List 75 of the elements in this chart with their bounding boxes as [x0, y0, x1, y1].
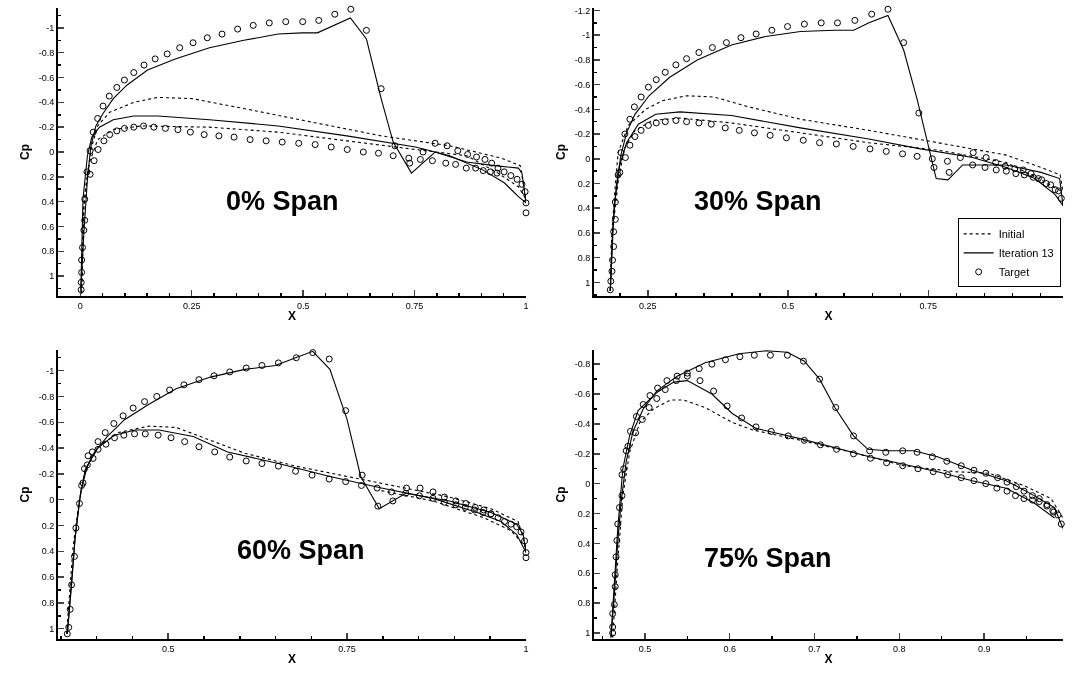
y-tick-label: 0	[585, 153, 591, 164]
y-tick-label: -0.2	[38, 469, 55, 480]
y-tick-label: -0.8	[38, 391, 55, 402]
y-tick-label: 1	[585, 628, 591, 639]
x-axis-title: X	[824, 652, 833, 667]
x-axis-title: X	[287, 652, 297, 667]
y-tick-label: 0.6	[577, 568, 591, 579]
x-tick-label: 0.5	[161, 643, 175, 654]
x-tick-label: 1	[523, 300, 529, 311]
y-tick-label: 0.2	[41, 520, 55, 531]
y-tick-label: -1.2	[574, 5, 591, 16]
x-axis-title: X	[824, 309, 833, 324]
x-tick-label: 0.5	[296, 300, 310, 311]
x-axis-title: X	[287, 309, 297, 324]
y-axis-title: Cp	[554, 144, 569, 160]
x-tick-label: 0.8	[893, 643, 906, 654]
annotation: 0% Span	[226, 186, 339, 216]
y-tick-label: -0.6	[38, 72, 55, 83]
x-tick-label: 0.75	[338, 643, 356, 654]
annotation: 60% Span	[237, 535, 365, 565]
legend-label: Iteration 13	[998, 247, 1054, 260]
y-tick-label: 0.2	[577, 508, 591, 519]
y-tick-label: 1	[49, 271, 55, 282]
y-tick-label: -0.8	[38, 47, 55, 58]
y-tick-label: 0.4	[41, 546, 55, 557]
y-tick-label: -0.4	[574, 104, 591, 115]
y-tick-label: 0.6	[41, 221, 55, 232]
y-tick-label: 0.2	[577, 178, 591, 189]
y-tick-label: 0.8	[577, 598, 591, 609]
y-tick-label: 0.8	[577, 252, 591, 263]
y-tick-label: -0.4	[38, 443, 55, 454]
y-axis-title: Cp	[18, 486, 33, 503]
y-tick-label: -0.2	[574, 129, 591, 140]
y-tick-label: 0	[49, 494, 55, 505]
y-tick-label: 0.6	[41, 572, 55, 583]
y-axis-title: Cp	[554, 486, 569, 503]
y-tick-label: -0.8	[574, 359, 591, 370]
x-tick-label: 0.5	[781, 300, 795, 311]
y-tick-label: -0.2	[38, 122, 55, 133]
y-tick-label: 0.4	[577, 538, 591, 549]
y-tick-label: -1	[582, 30, 591, 41]
y-tick-label: -0.6	[574, 79, 591, 90]
y-axis-title: Cp	[18, 144, 33, 160]
legend-label: Target	[998, 266, 1030, 279]
y-tick-label: 0	[585, 478, 591, 489]
x-tick-label: 0.7	[808, 643, 821, 654]
y-tick-label: -0.4	[574, 419, 591, 430]
y-tick-label: -1	[46, 23, 55, 34]
x-tick-label: 0.5	[638, 643, 652, 654]
x-tick-label: 0.25	[639, 300, 657, 311]
y-tick-label: -0.6	[38, 417, 55, 428]
y-tick-label: 0.4	[577, 203, 591, 214]
y-tick-label: 0.8	[41, 598, 55, 609]
y-tick-label: -1	[46, 365, 55, 376]
x-tick-label: 1	[523, 643, 529, 654]
y-tick-label: -0.2	[574, 448, 591, 459]
y-tick-label: 1	[49, 623, 55, 634]
x-tick-label: 0.75	[405, 300, 424, 311]
y-tick-label: 0.2	[41, 171, 55, 182]
y-tick-label: 1	[585, 277, 591, 288]
y-tick-label: -0.4	[38, 97, 55, 108]
x-tick-label: 0.6	[723, 643, 736, 654]
y-tick-label: -0.6	[574, 389, 591, 400]
y-tick-label: 0	[49, 147, 55, 158]
legend-label: Initial	[998, 228, 1025, 241]
y-tick-label: 0.6	[577, 228, 591, 239]
annotation: 30% Span	[694, 186, 822, 216]
y-tick-label: 0.8	[41, 246, 55, 257]
x-tick-label: 0.75	[919, 300, 938, 311]
x-tick-label: 0.25	[182, 300, 201, 311]
x-tick-label: 0.9	[977, 643, 991, 654]
y-tick-label: -0.8	[574, 55, 591, 66]
x-tick-label: 0	[77, 300, 83, 311]
annotation: 75% Span	[704, 543, 832, 573]
y-tick-label: 0.4	[41, 196, 55, 207]
